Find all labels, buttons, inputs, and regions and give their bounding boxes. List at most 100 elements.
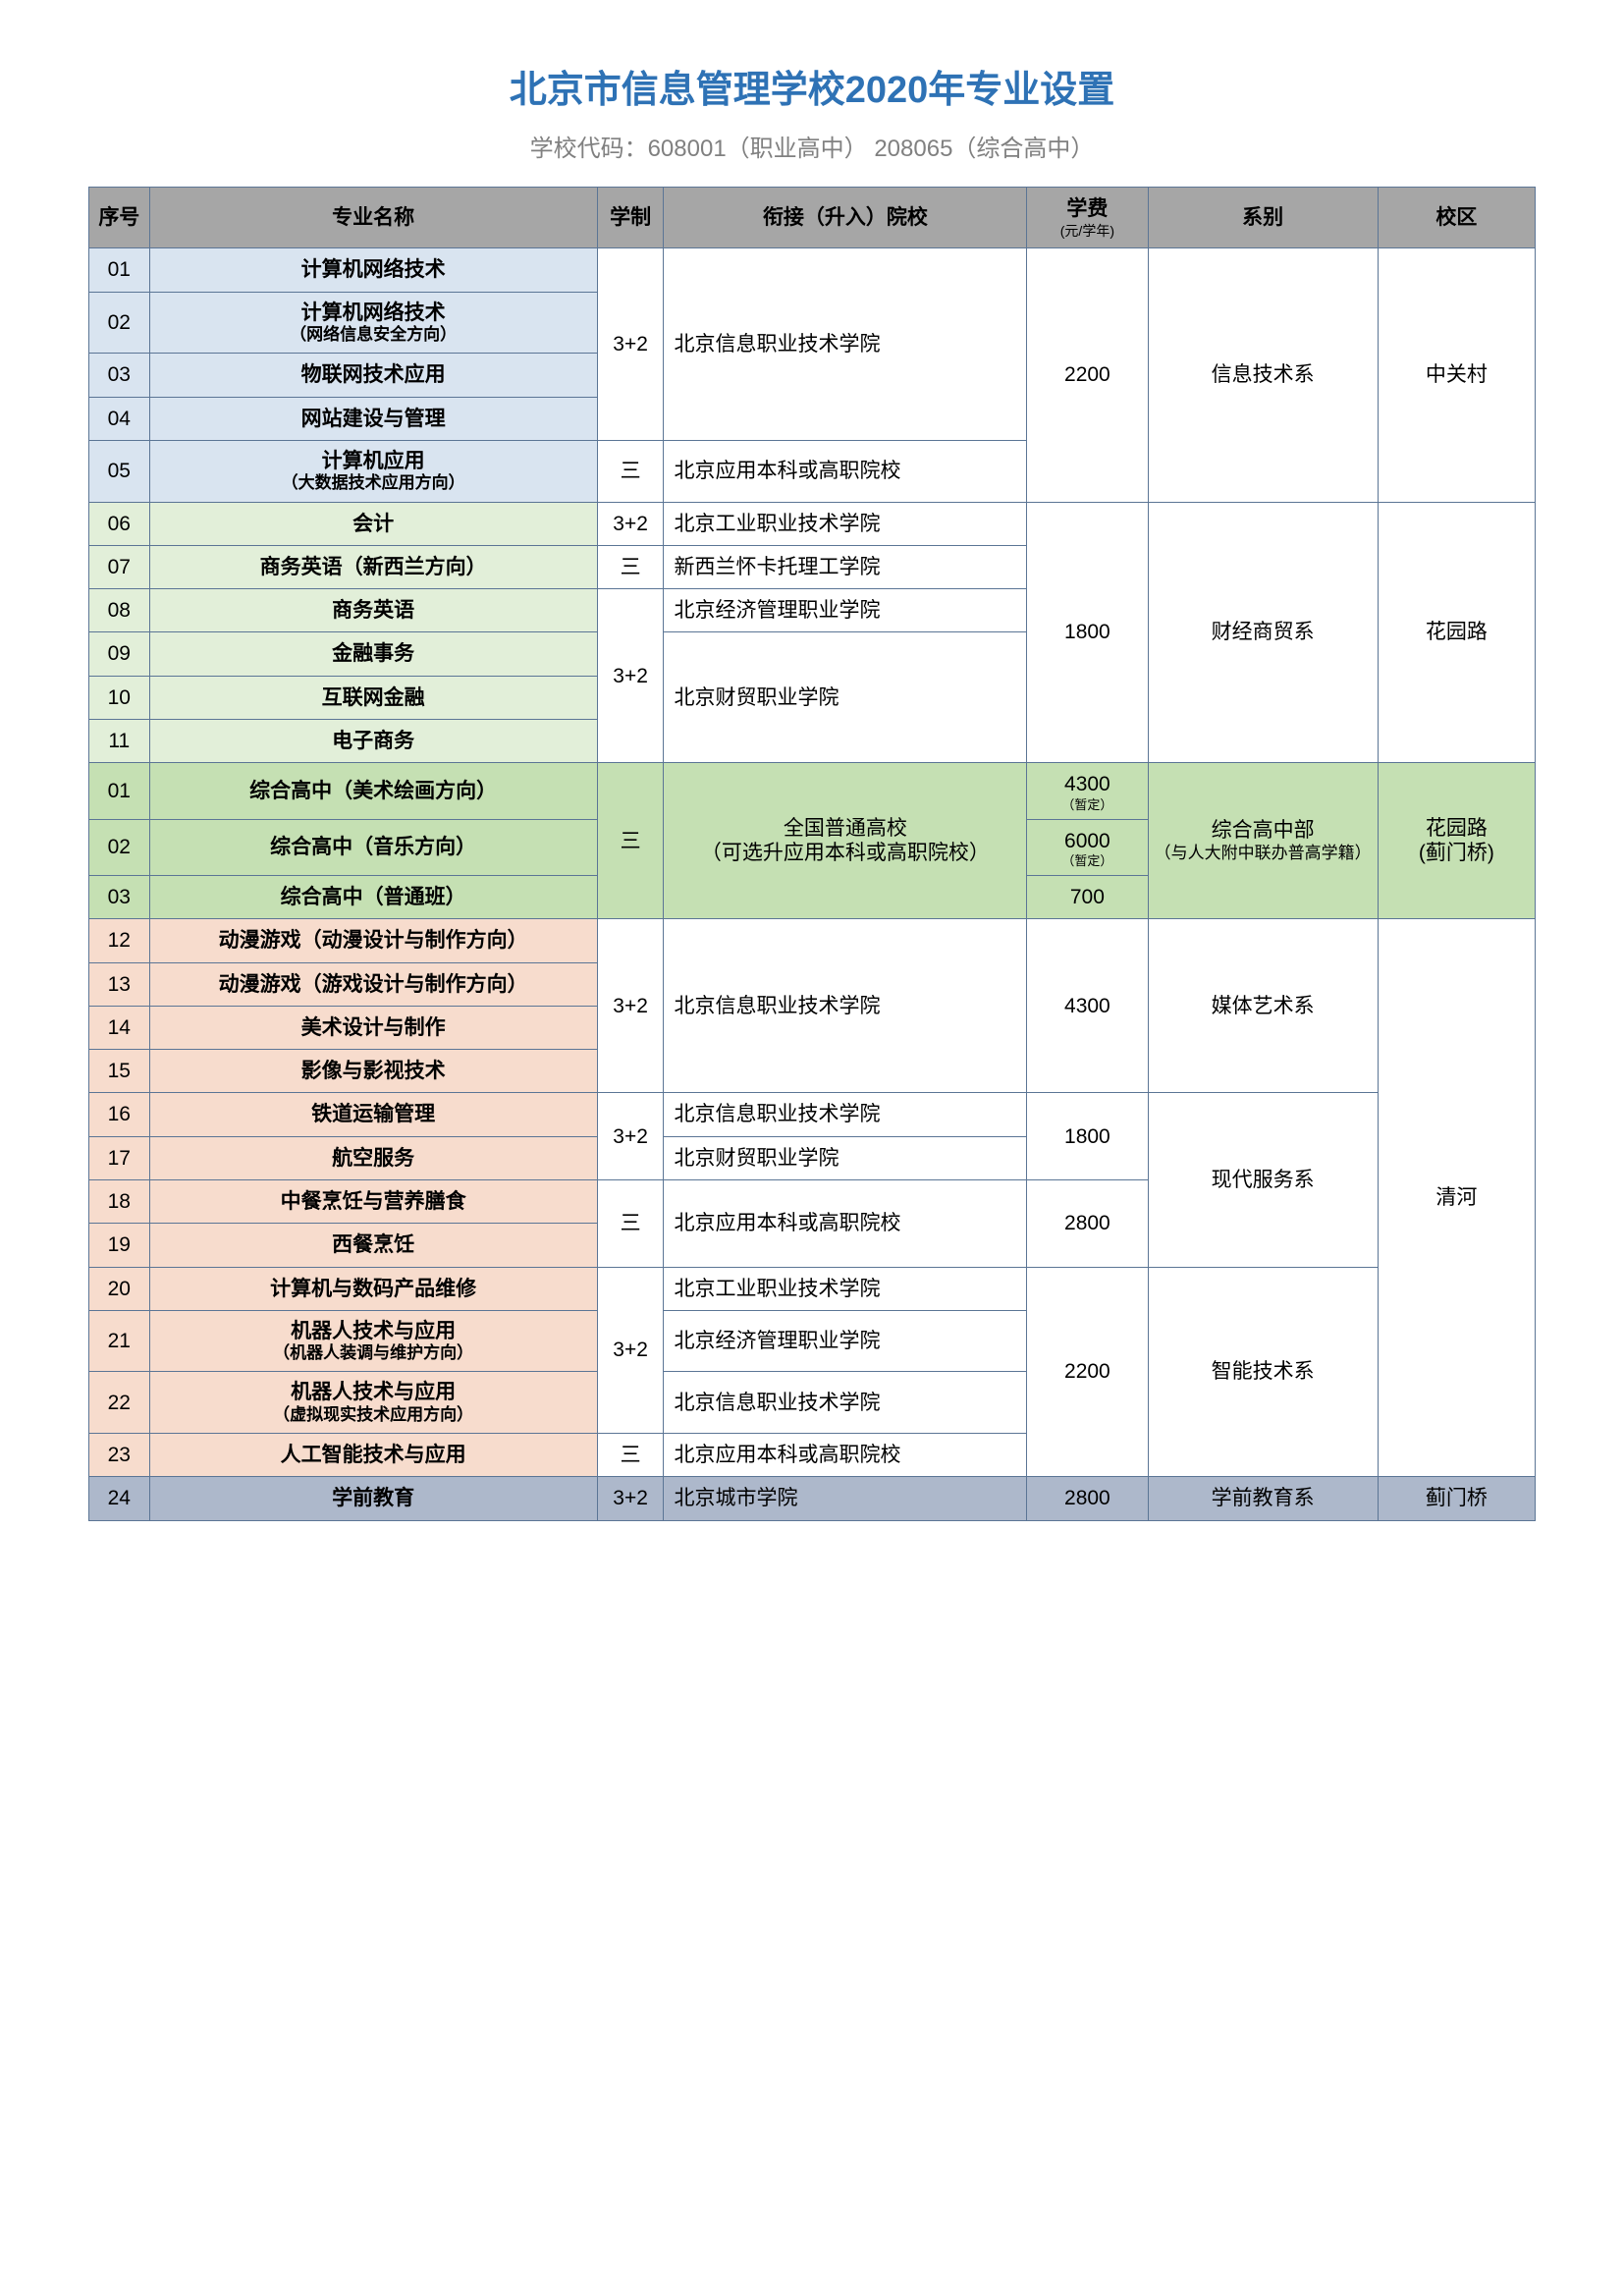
cell-major: 商务英语（新西兰方向） [149,545,597,588]
cell-dept: 学前教育系 [1148,1477,1378,1520]
cell-school: 北京财贸职业学院 [664,1136,1027,1179]
cell-school: 北京城市学院 [664,1477,1027,1520]
cell-major: 综合高中（美术绘画方向） [149,763,597,819]
cell-major: 人工智能技术与应用 [149,1434,597,1477]
cell-school: 北京信息职业技术学院 [664,1372,1027,1434]
cell-major: 计算机应用（大数据技术应用方向） [149,440,597,502]
cell-campus: 中关村 [1378,248,1535,502]
cell-system: 三 [597,763,664,919]
cell-system: 3+2 [597,589,664,763]
cell-fee: 2200 [1027,1267,1148,1477]
cell-system: 三 [597,440,664,502]
cell-campus: 清河 [1378,919,1535,1477]
cell-no: 11 [89,720,150,763]
cell-no: 03 [89,875,150,918]
header-row: 序号 专业名称 学制 衔接（升入）院校 学费(元/学年) 系别 校区 [89,188,1536,248]
cell-major: 学前教育 [149,1477,597,1520]
cell-major: 计算机与数码产品维修 [149,1267,597,1310]
cell-dept: 媒体艺术系 [1148,919,1378,1093]
cell-school: 新西兰怀卡托理工学院 [664,545,1027,588]
cell-campus: 花园路 [1378,502,1535,763]
cell-no: 02 [89,819,150,875]
cell-fee: 2800 [1027,1477,1148,1520]
cell-school: 北京财贸职业学院 [664,632,1027,763]
cell-no: 01 [89,763,150,819]
cell-no: 14 [89,1006,150,1049]
cell-major: 综合高中（音乐方向） [149,819,597,875]
cell-fee: 6000（暂定） [1027,819,1148,875]
hdr-dept: 系别 [1148,188,1378,248]
programs-table: 序号 专业名称 学制 衔接（升入）院校 学费(元/学年) 系别 校区 01 计算… [88,187,1536,1521]
cell-school: 北京应用本科或高职院校 [664,1179,1027,1267]
table-row: 20 计算机与数码产品维修 3+2 北京工业职业技术学院 2200 智能技术系 [89,1267,1536,1310]
cell-school: 全国普通高校（可选升应用本科或高职院校） [664,763,1027,919]
cell-no: 04 [89,397,150,440]
cell-no: 23 [89,1434,150,1477]
cell-school: 北京工业职业技术学院 [664,502,1027,545]
cell-school: 北京应用本科或高职院校 [664,1434,1027,1477]
cell-major: 会计 [149,502,597,545]
cell-school: 北京工业职业技术学院 [664,1267,1027,1310]
cell-school: 北京经济管理职业学院 [664,589,1027,632]
cell-system: 三 [597,1434,664,1477]
cell-no: 01 [89,248,150,292]
hdr-campus: 校区 [1378,188,1535,248]
cell-school: 北京经济管理职业学院 [664,1310,1027,1372]
cell-campus: 花园路(蓟门桥) [1378,763,1535,919]
cell-major: 电子商务 [149,720,597,763]
cell-no: 08 [89,589,150,632]
cell-dept: 财经商贸系 [1148,502,1378,763]
cell-fee: 4300 [1027,919,1148,1093]
cell-major: 商务英语 [149,589,597,632]
cell-dept: 综合高中部（与人大附中联办普高学籍） [1148,763,1378,919]
cell-major: 计算机网络技术 [149,248,597,292]
cell-major: 航空服务 [149,1136,597,1179]
cell-no: 15 [89,1050,150,1093]
cell-major: 铁道运输管理 [149,1093,597,1136]
cell-no: 12 [89,919,150,962]
cell-no: 03 [89,354,150,397]
cell-no: 02 [89,292,150,354]
hdr-major: 专业名称 [149,188,597,248]
cell-campus: 蓟门桥 [1378,1477,1535,1520]
table-row: 01 计算机网络技术 3+2 北京信息职业技术学院 2200 信息技术系 中关村 [89,248,1536,292]
cell-dept: 智能技术系 [1148,1267,1378,1477]
cell-fee: 1800 [1027,502,1148,763]
table-row: 24 学前教育 3+2 北京城市学院 2800 学前教育系 蓟门桥 [89,1477,1536,1520]
table-row: 12 动漫游戏（动漫设计与制作方向） 3+2 北京信息职业技术学院 4300 媒… [89,919,1536,962]
cell-no: 22 [89,1372,150,1434]
cell-school: 北京信息职业技术学院 [664,919,1027,1093]
cell-major: 互联网金融 [149,676,597,719]
cell-no: 17 [89,1136,150,1179]
cell-system: 3+2 [597,1093,664,1180]
cell-no: 09 [89,632,150,676]
cell-major: 物联网技术应用 [149,354,597,397]
cell-school: 北京应用本科或高职院校 [664,440,1027,502]
page-title: 北京市信息管理学校2020年专业设置 [88,59,1536,113]
cell-system: 3+2 [597,1477,664,1520]
cell-no: 13 [89,962,150,1006]
cell-major: 中餐烹饪与营养膳食 [149,1179,597,1223]
hdr-system: 学制 [597,188,664,248]
cell-system: 3+2 [597,502,664,545]
cell-no: 19 [89,1224,150,1267]
cell-major: 影像与影视技术 [149,1050,597,1093]
hdr-school: 衔接（升入）院校 [664,188,1027,248]
cell-no: 06 [89,502,150,545]
cell-dept: 现代服务系 [1148,1093,1378,1267]
page-subtitle: 学校代码：608001（职业高中） 208065（综合高中） [88,129,1536,163]
table-row: 16 铁道运输管理 3+2 北京信息职业技术学院 1800 现代服务系 [89,1093,1536,1136]
cell-system: 三 [597,1179,664,1267]
cell-system: 3+2 [597,248,664,440]
cell-system: 3+2 [597,1267,664,1433]
cell-fee: 2800 [1027,1179,1148,1267]
cell-no: 20 [89,1267,150,1310]
cell-fee: 1800 [1027,1093,1148,1180]
cell-system: 三 [597,545,664,588]
cell-major: 动漫游戏（游戏设计与制作方向） [149,962,597,1006]
cell-no: 07 [89,545,150,588]
cell-major: 机器人技术与应用（虚拟现实技术应用方向） [149,1372,597,1434]
cell-no: 05 [89,440,150,502]
cell-fee: 2200 [1027,248,1148,502]
cell-major: 网站建设与管理 [149,397,597,440]
